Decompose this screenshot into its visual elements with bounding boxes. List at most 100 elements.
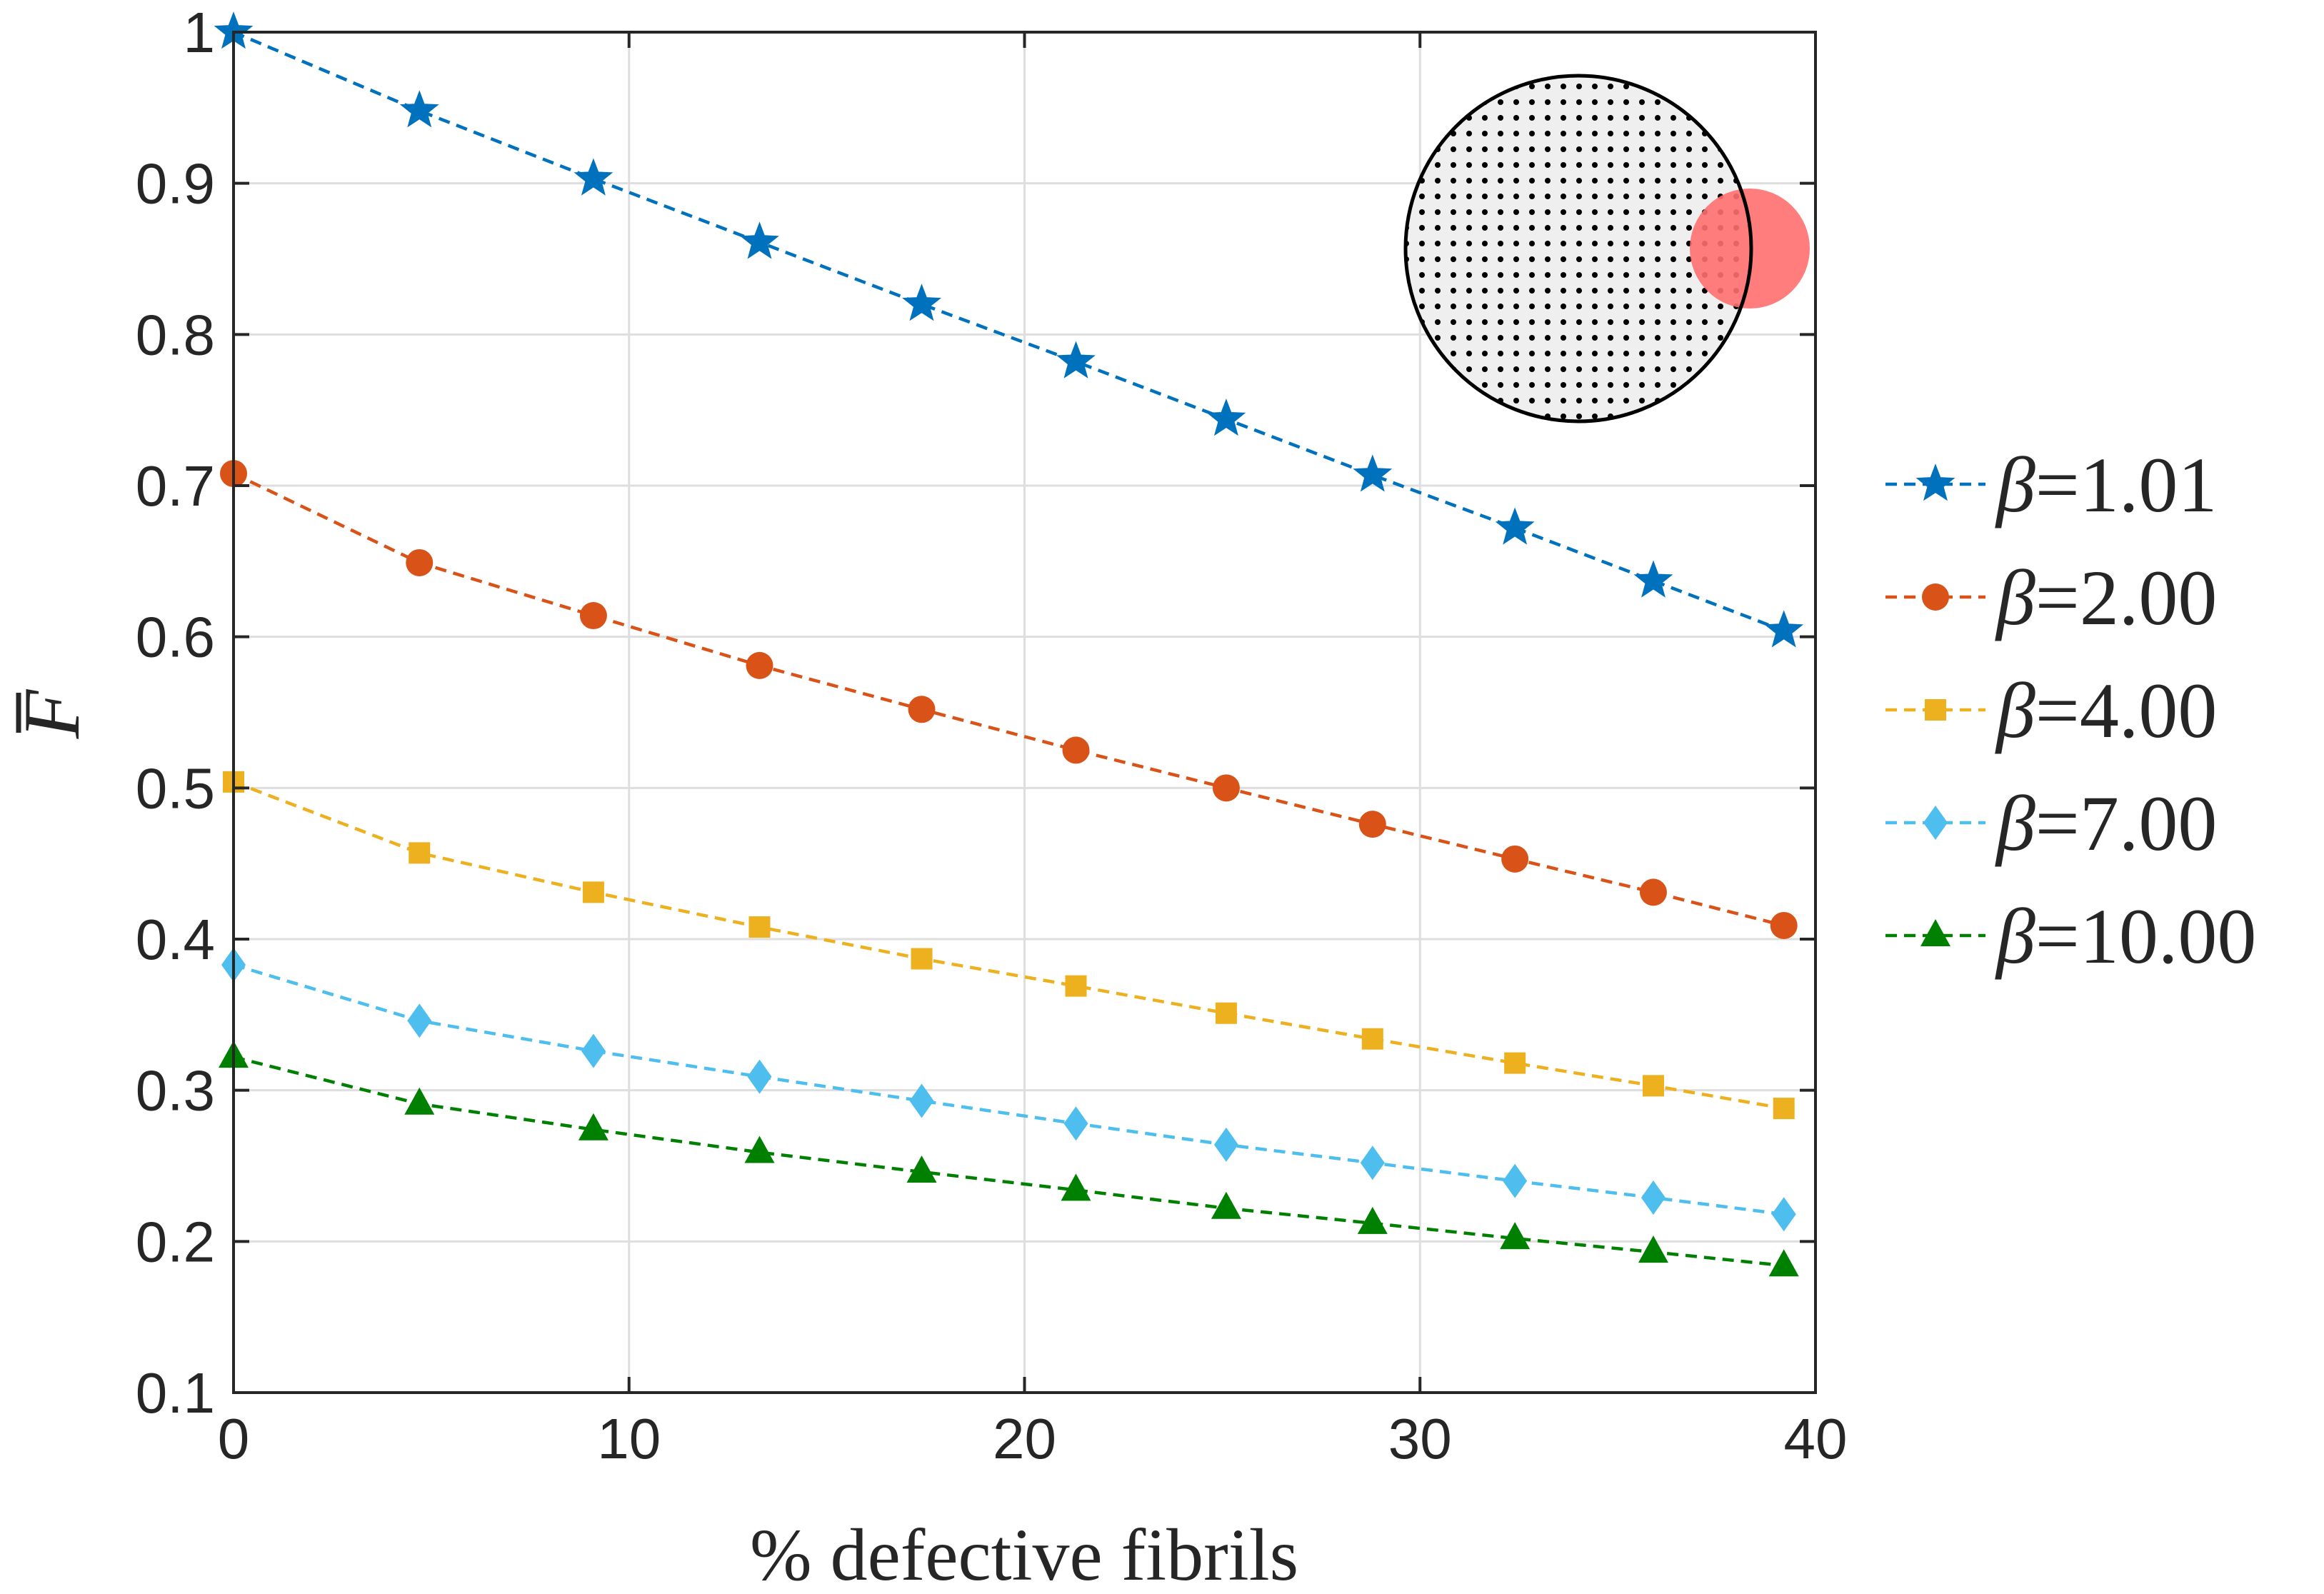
- legend-greek: β: [1995, 780, 2035, 867]
- legend-value: =1.01: [2035, 441, 2218, 528]
- y-axis-label-group: F: [8, 688, 96, 739]
- data-point-4: [744, 1136, 775, 1163]
- data-point-0: [1764, 610, 1804, 648]
- legend-label: β=10.00: [1995, 893, 2256, 980]
- data-point-4: [578, 1113, 608, 1141]
- y-tick-label: 0.2: [136, 1210, 215, 1273]
- data-point-2: [1215, 1002, 1237, 1024]
- legend-marker: [1915, 463, 1955, 501]
- legend: β=1.01β=2.00β=4.00β=7.00β=10.00: [1885, 441, 2256, 980]
- x-tick-label: 10: [597, 1407, 661, 1470]
- legend-marker: [1923, 806, 1948, 840]
- legend-marker: [1922, 583, 1949, 611]
- y-axis-label: F: [8, 688, 96, 739]
- legend-label: β=1.01: [1995, 441, 2217, 528]
- legend-greek: β: [1995, 554, 2035, 641]
- data-point-4: [1638, 1235, 1668, 1263]
- ticks: [232, 31, 1817, 1394]
- legend-greek: β: [1995, 893, 2035, 980]
- data-point-0: [1353, 454, 1393, 492]
- y-tick-label: 0.6: [136, 606, 215, 669]
- data-point-4: [1211, 1191, 1241, 1219]
- data-point-3: [1213, 1127, 1238, 1162]
- x-tick-label: 40: [1784, 1407, 1848, 1470]
- legend-item: β=4.00: [1885, 667, 2217, 754]
- data-point-2: [1773, 1098, 1795, 1120]
- legend-greek: β: [1995, 667, 2035, 754]
- legend-item: β=10.00: [1885, 893, 2256, 980]
- fiber-outline: [1403, 74, 1753, 423]
- legend-item: β=2.00: [1885, 554, 2217, 641]
- x-tick-label: 20: [993, 1407, 1056, 1470]
- y-tick-label: 1: [184, 1, 216, 64]
- data-point-0: [1633, 560, 1673, 598]
- data-point-3: [407, 1003, 432, 1038]
- tick-labels: 0 10 20 30 40 0.1 0.2 0.3 0.4 0.5 0.6 0.7 0.8 0.9 1: [136, 1, 1848, 1470]
- legend-marker: [1920, 919, 1950, 946]
- y-tick-label: 0.8: [136, 303, 215, 366]
- data-point-3: [1771, 1197, 1796, 1232]
- series-line-2: [234, 780, 1785, 1111]
- data-point-1: [406, 548, 434, 576]
- legend-item: β=1.01: [1885, 441, 2217, 528]
- data-point-2: [1065, 975, 1087, 997]
- data-point-2: [748, 916, 771, 938]
- data-point-0: [1056, 341, 1096, 379]
- legend-greek: β: [1995, 441, 2035, 528]
- legend-item: β=7.00: [1885, 780, 2217, 867]
- data-point-1: [1770, 911, 1798, 939]
- y-tick-label: 0.1: [136, 1361, 215, 1425]
- data-point-2: [1642, 1075, 1664, 1097]
- legend-label: β=7.00: [1995, 780, 2217, 867]
- data-point-2: [409, 842, 431, 864]
- data-point-1: [1062, 736, 1090, 764]
- legend-value: =4.00: [2035, 667, 2218, 754]
- y-tick-label: 0.5: [136, 756, 215, 820]
- y-tick-label: 0.3: [136, 1059, 215, 1123]
- inset-diagram: [1403, 74, 1810, 423]
- legend-label: β=2.00: [1995, 554, 2217, 641]
- y-tick-label: 0.4: [136, 908, 215, 971]
- data-point-1: [908, 696, 936, 723]
- data-point-4: [404, 1087, 435, 1115]
- data-point-1: [579, 602, 607, 630]
- x-axis-label: % defective fibrils: [750, 1514, 1298, 1590]
- legend-marker: [1925, 699, 1946, 721]
- data-point-3: [1641, 1180, 1666, 1215]
- data-point-4: [1500, 1222, 1531, 1250]
- data-point-0: [902, 284, 941, 321]
- x-tick-label: 0: [218, 1407, 250, 1470]
- data-point-2: [1504, 1052, 1526, 1074]
- legend-label: β=4.00: [1995, 667, 2217, 754]
- x-tick-label: 30: [1388, 1407, 1452, 1470]
- data-point-3: [747, 1059, 772, 1094]
- data-point-2: [1361, 1028, 1383, 1050]
- data-point-1: [746, 651, 773, 679]
- data-point-0: [574, 158, 613, 196]
- data-point-1: [1501, 845, 1529, 873]
- data-point-0: [1206, 398, 1246, 436]
- data-point-4: [1357, 1206, 1388, 1234]
- data-point-0: [399, 90, 439, 128]
- series-line-4: [234, 1055, 1784, 1268]
- legend-value: =7.00: [2035, 780, 2218, 867]
- data-point-4: [1768, 1249, 1799, 1277]
- data-point-1: [1358, 811, 1386, 838]
- data-point-1: [1639, 878, 1667, 906]
- legend-value: =2.00: [2035, 554, 2218, 641]
- data-point-1: [1212, 774, 1240, 802]
- data-point-3: [581, 1033, 606, 1068]
- data-point-2: [911, 948, 933, 970]
- data-point-4: [906, 1155, 937, 1183]
- data-point-3: [1360, 1146, 1385, 1181]
- data-point-0: [740, 221, 779, 259]
- data-point-3: [1503, 1163, 1528, 1198]
- series-line-0: [234, 32, 1785, 633]
- data-point-3: [1063, 1106, 1088, 1141]
- data-point-3: [909, 1083, 934, 1118]
- data-point-4: [1061, 1173, 1091, 1201]
- legend-value: =10.00: [2035, 893, 2257, 980]
- y-tick-label: 0.7: [136, 454, 215, 518]
